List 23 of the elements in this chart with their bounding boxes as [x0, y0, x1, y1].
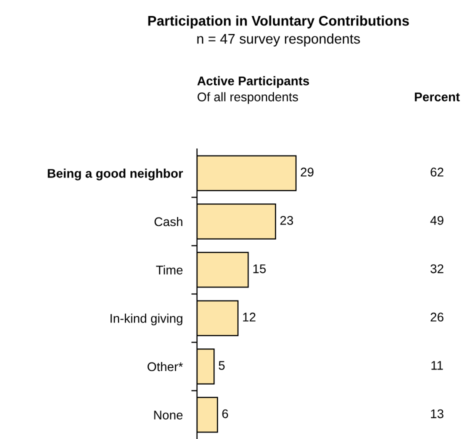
text: 62: [430, 168, 444, 177]
text: 11: [431, 361, 443, 370]
text: Of all respondents: [198, 92, 298, 104]
data-label: 15: [253, 264, 266, 274]
y-tick-label: None: [154, 410, 183, 420]
text: 49: [430, 216, 444, 225]
data-label: 5: [218, 361, 225, 370]
chart-title: Participation in Voluntary Contributions: [148, 16, 409, 28]
chart-subtitle: n = 47 survey respondents: [197, 34, 360, 46]
text: Percent: [414, 92, 460, 102]
text: 32: [430, 264, 444, 274]
y-tick-label: Cash: [154, 216, 182, 226]
data-label: 23: [280, 216, 294, 225]
data-label: 6: [222, 409, 228, 418]
data-label: 29: [300, 168, 314, 177]
y-tick-label: Being a good neighbor: [48, 168, 183, 180]
text: 13: [431, 409, 444, 418]
text: 26: [430, 312, 444, 322]
text: Active Participants: [197, 76, 310, 88]
y-tick-label: In-kind giving: [110, 314, 182, 326]
y-tick-label: Other*: [148, 362, 183, 372]
data-label: 12: [243, 312, 256, 322]
y-tick-label: Time: [156, 265, 183, 274]
